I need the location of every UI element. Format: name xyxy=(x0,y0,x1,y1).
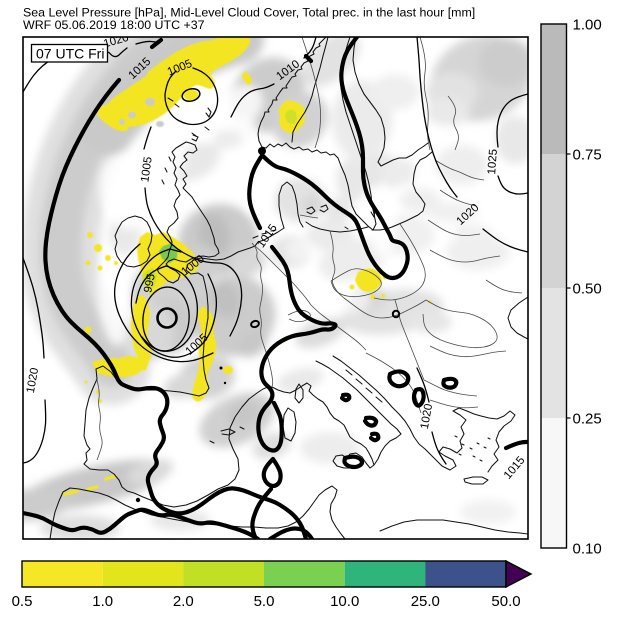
svg-text:1020: 1020 xyxy=(419,403,435,430)
svg-text:1.0: 1.0 xyxy=(92,593,113,610)
svg-text:10.0: 10.0 xyxy=(330,593,359,610)
svg-text:1.00: 1.00 xyxy=(573,17,602,34)
svg-text:07 UTC Fri: 07 UTC Fri xyxy=(36,46,104,62)
svg-text:0.10: 0.10 xyxy=(573,541,602,558)
svg-text:0.75: 0.75 xyxy=(573,147,602,164)
svg-text:0.25: 0.25 xyxy=(573,411,602,428)
svg-text:995: 995 xyxy=(142,273,158,294)
svg-text:WRF 05.06.2019 18:00 UTC +37: WRF 05.06.2019 18:00 UTC +37 xyxy=(23,18,205,32)
svg-text:0.5: 0.5 xyxy=(12,593,33,610)
svg-text:0.50: 0.50 xyxy=(573,281,602,298)
svg-text:5.0: 5.0 xyxy=(254,593,275,610)
svg-text:Sea Level Pressure [hPa], Mid-: Sea Level Pressure [hPa], Mid-Level Clou… xyxy=(23,6,475,20)
svg-text:1005: 1005 xyxy=(139,156,154,183)
svg-text:1020: 1020 xyxy=(25,367,41,394)
svg-text:2.0: 2.0 xyxy=(173,593,194,610)
svg-text:25.0: 25.0 xyxy=(411,593,440,610)
svg-text:1025: 1025 xyxy=(486,149,500,175)
svg-text:50.0: 50.0 xyxy=(491,593,520,610)
